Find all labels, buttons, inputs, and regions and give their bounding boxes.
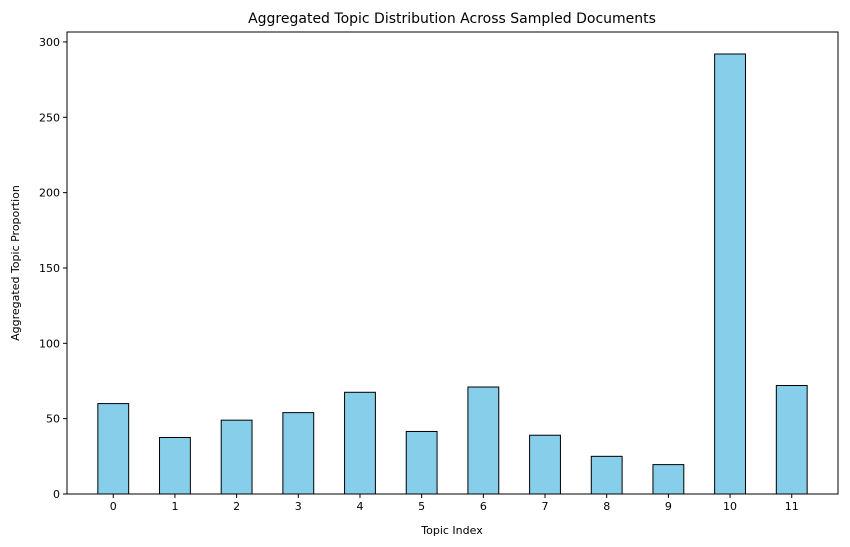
plot-area — [66, 31, 839, 495]
x-tick-label: 10 — [723, 500, 737, 513]
plot-frame — [66, 31, 839, 495]
bar-topic-6 — [467, 386, 500, 495]
x-tick-label: 4 — [356, 500, 363, 513]
x-tick-label: 11 — [785, 500, 799, 513]
x-axis: 0 1 2 3 4 5 6 7 8 9 10 11 — [110, 494, 799, 513]
bar-topic-7 — [529, 434, 561, 495]
y-axis-label: Aggregated Topic Proportion — [9, 185, 22, 341]
chart-title: Aggregated Topic Distribution Across Sam… — [248, 11, 656, 27]
x-tick-label: 0 — [110, 500, 117, 513]
y-tick-label: 200 — [39, 187, 60, 200]
x-tick-label: 5 — [418, 500, 425, 513]
x-tick-label: 9 — [665, 500, 672, 513]
y-tick-label: 300 — [39, 36, 60, 49]
y-tick-label: 50 — [46, 413, 60, 426]
bar-topic-9 — [652, 464, 685, 495]
bar-topic-4 — [344, 391, 376, 495]
y-tick-label: 100 — [39, 337, 60, 350]
bar-topic-8 — [590, 455, 623, 495]
x-tick-label: 8 — [603, 500, 610, 513]
x-tick-label: 6 — [480, 500, 487, 513]
x-tick-label: 2 — [233, 500, 240, 513]
x-tick-label: 3 — [295, 500, 302, 513]
bar-topic-0 — [97, 403, 130, 495]
y-tick-label: 0 — [53, 488, 60, 501]
bar-topic-1 — [159, 436, 191, 495]
bar-topic-5 — [405, 430, 438, 495]
y-axis: 0 50 100 150 200 250 300 — [39, 36, 67, 501]
bar-topic-10 — [714, 53, 746, 495]
x-tick-label: 7 — [542, 500, 549, 513]
x-axis-label: Topic Index — [420, 524, 483, 537]
bar-topic-2 — [220, 419, 253, 495]
bar-topic-3 — [282, 412, 315, 495]
y-tick-label: 150 — [39, 262, 60, 275]
y-tick-label: 250 — [39, 111, 60, 124]
x-tick-label: 1 — [171, 500, 178, 513]
bar-topic-11 — [775, 385, 808, 495]
